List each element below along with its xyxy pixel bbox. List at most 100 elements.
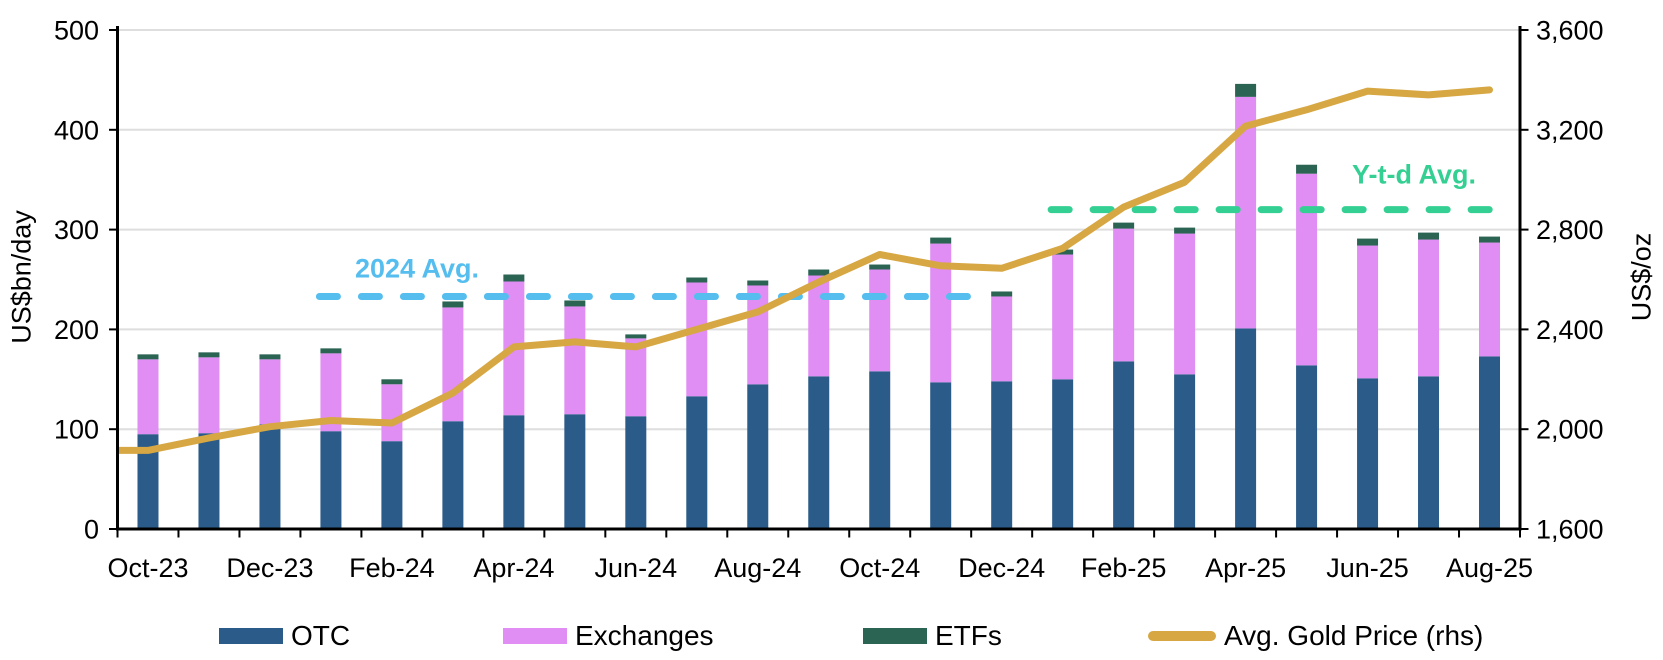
x-axis-tick-label: Oct-23 bbox=[107, 553, 188, 583]
bar-segment-otc-Aug-25 bbox=[1479, 356, 1501, 529]
bar-segment-otc-Jul-24 bbox=[686, 396, 708, 529]
bar-segment-etfs-Jul-25 bbox=[1418, 232, 1440, 240]
bar-segment-exchanges-May-24 bbox=[564, 306, 586, 415]
bar-segment-exchanges-Jan-24 bbox=[320, 353, 342, 432]
tick-marks bbox=[109, 29, 1529, 538]
gold-price-line-swatch bbox=[1148, 631, 1216, 641]
right-axis-tick-label: 2,000 bbox=[1536, 415, 1604, 445]
bar-segment-exchanges-Aug-24 bbox=[747, 285, 769, 385]
x-axis-tick-label: Feb-24 bbox=[349, 553, 435, 583]
bar-segment-otc-Mar-24 bbox=[442, 421, 464, 529]
right-axis-tick-label: 2,400 bbox=[1536, 315, 1604, 345]
right-axis-tick-label: 3,600 bbox=[1536, 16, 1604, 46]
bar-segment-etfs-Apr-25 bbox=[1235, 83, 1257, 97]
bar-segment-otc-Aug-24 bbox=[747, 384, 769, 529]
bar-segment-otc-Jun-24 bbox=[625, 416, 647, 529]
right-axis-tick-label: 2,800 bbox=[1536, 215, 1604, 245]
legend-item-exchanges: Exchanges bbox=[503, 618, 714, 654]
bar-segment-etfs-Mar-24 bbox=[442, 301, 464, 308]
bar-segment-otc-Jan-25 bbox=[1052, 379, 1074, 529]
bar-segment-exchanges-Nov-23 bbox=[198, 357, 220, 434]
left-axis-tick-label: 400 bbox=[54, 115, 99, 145]
bar-segment-otc-Oct-23 bbox=[137, 434, 159, 529]
right-axis-tick-label: 3,200 bbox=[1536, 115, 1604, 145]
bar-segment-otc-Nov-23 bbox=[198, 433, 220, 529]
bar-segment-otc-Oct-24 bbox=[869, 371, 891, 529]
right-axis-title-text: US$/oz bbox=[1626, 232, 1657, 322]
bar-segment-etfs-May-24 bbox=[564, 300, 586, 307]
bar-segment-exchanges-May-25 bbox=[1296, 173, 1318, 366]
bar-segment-exchanges-Oct-23 bbox=[137, 359, 159, 435]
bar-segment-otc-Nov-24 bbox=[930, 382, 952, 529]
reference-lines bbox=[315, 206, 1516, 300]
gridlines bbox=[117, 29, 1520, 431]
bar-segment-etfs-Feb-24 bbox=[381, 379, 403, 385]
bar-segment-etfs-Nov-24 bbox=[930, 237, 952, 244]
axis-tick-labels: 0 100 200 300 400 500 1,600 2,000 2,400 2,800 3,20… bbox=[54, 16, 1604, 584]
bar-segment-etfs-Oct-23 bbox=[137, 354, 159, 360]
bar-segment-exchanges-Mar-24 bbox=[442, 307, 464, 422]
bar-segment-otc-May-24 bbox=[564, 414, 586, 529]
bar-segment-exchanges-Feb-25 bbox=[1113, 228, 1135, 362]
left-axis-tick-label: 300 bbox=[54, 215, 99, 245]
bar-segment-etfs-Sep-24 bbox=[808, 269, 830, 276]
bar-segment-otc-May-25 bbox=[1296, 365, 1318, 529]
x-axis-tick-label: Aug-25 bbox=[1446, 553, 1533, 583]
legend-label-etfs: ETFs bbox=[935, 620, 1002, 651]
bar-segment-exchanges-Oct-24 bbox=[869, 269, 891, 372]
x-axis-tick-label: Apr-25 bbox=[1205, 553, 1286, 583]
left-axis-tick-label: 100 bbox=[54, 415, 99, 445]
bar-segment-exchanges-Jan-25 bbox=[1052, 254, 1074, 380]
bar-segment-exchanges-Sep-24 bbox=[808, 275, 830, 377]
left-axis-tick-label: 500 bbox=[54, 16, 99, 46]
bar-segment-etfs-Feb-25 bbox=[1113, 222, 1135, 229]
bar-segment-otc-Mar-25 bbox=[1174, 374, 1196, 529]
bar-segment-exchanges-Feb-24 bbox=[381, 384, 403, 442]
bar-segment-exchanges-Dec-23 bbox=[259, 359, 281, 425]
bar-segment-etfs-Aug-24 bbox=[747, 280, 769, 286]
x-axis-tick-label: Aug-24 bbox=[714, 553, 801, 583]
bar-segment-otc-Sep-24 bbox=[808, 376, 830, 529]
bar-segment-exchanges-Aug-25 bbox=[1479, 242, 1501, 357]
bar-segment-otc-Apr-24 bbox=[503, 415, 525, 529]
left-axis-tick-label: 200 bbox=[54, 315, 99, 345]
annotation-2024-avg: 2024 Avg. bbox=[354, 253, 480, 284]
legend-item-otc: OTC bbox=[219, 618, 350, 654]
x-axis-tick-label: Oct-24 bbox=[839, 553, 920, 583]
bar-segment-etfs-Jan-25 bbox=[1052, 249, 1074, 255]
bar-segment-exchanges-Jun-24 bbox=[625, 338, 647, 417]
x-axis-tick-label: Jun-24 bbox=[595, 553, 678, 583]
bar-segment-exchanges-Apr-25 bbox=[1235, 96, 1257, 329]
bar-segment-etfs-Apr-24 bbox=[503, 274, 525, 282]
legend-item-gold-price: Avg. Gold Price (rhs) bbox=[1148, 618, 1483, 654]
stacked-bars bbox=[137, 83, 1501, 529]
bar-segment-etfs-Mar-25 bbox=[1174, 227, 1196, 234]
legend-label-exchanges: Exchanges bbox=[575, 620, 714, 651]
bar-segment-otc-Feb-25 bbox=[1113, 361, 1135, 529]
bar-segment-otc-Jul-25 bbox=[1418, 376, 1440, 529]
gold-price-line bbox=[116, 86, 1493, 454]
bar-segment-otc-Feb-24 bbox=[381, 441, 403, 529]
x-axis-tick-label: Jun-25 bbox=[1326, 553, 1409, 583]
legend-item-etfs: ETFs bbox=[863, 618, 1002, 654]
bar-segment-etfs-Nov-23 bbox=[198, 352, 220, 358]
left-axis-tick-label: 0 bbox=[84, 515, 99, 545]
bar-segment-otc-Jan-24 bbox=[320, 431, 342, 529]
bar-segment-otc-Dec-23 bbox=[259, 424, 281, 529]
x-axis-tick-label: Apr-24 bbox=[473, 553, 554, 583]
bar-segment-otc-Apr-25 bbox=[1235, 328, 1257, 529]
bar-segment-exchanges-Jun-25 bbox=[1357, 245, 1379, 379]
bar-segment-etfs-Dec-24 bbox=[991, 291, 1013, 297]
bar-segment-otc-Dec-24 bbox=[991, 381, 1013, 529]
bar-segment-etfs-May-25 bbox=[1296, 164, 1318, 174]
bar-segment-exchanges-Jul-24 bbox=[686, 282, 708, 397]
left-axis-title-text: US$bn/day bbox=[6, 210, 37, 344]
bar-segment-exchanges-Dec-24 bbox=[991, 296, 1013, 382]
bar-segment-etfs-Jan-24 bbox=[320, 348, 342, 354]
bar-segment-etfs-Jun-25 bbox=[1357, 238, 1379, 246]
legend-label-gold-price: Avg. Gold Price (rhs) bbox=[1224, 620, 1484, 651]
bar-segment-exchanges-Nov-24 bbox=[930, 243, 952, 383]
bar-segment-exchanges-Jul-25 bbox=[1418, 239, 1440, 377]
legend-label-otc: OTC bbox=[291, 620, 351, 651]
